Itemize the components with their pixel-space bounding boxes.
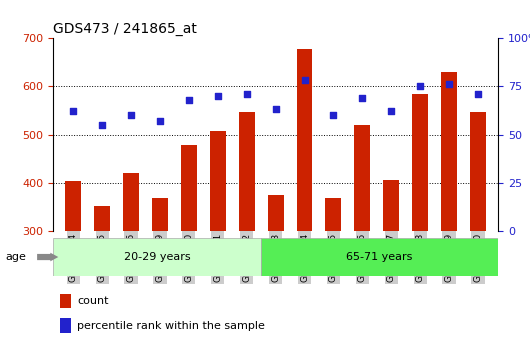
Bar: [210, 131, 226, 231]
Point: [242, 91, 251, 97]
Bar: [325, 198, 341, 231]
Bar: [94, 206, 110, 231]
Bar: [65, 181, 81, 231]
Bar: [123, 173, 139, 231]
Bar: [152, 198, 168, 231]
Text: GDS473 / 241865_at: GDS473 / 241865_at: [53, 21, 197, 36]
Text: age: age: [5, 252, 26, 262]
Text: 65-71 years: 65-71 years: [346, 252, 413, 262]
Bar: [268, 195, 284, 231]
Bar: [297, 49, 313, 231]
Point: [474, 91, 482, 97]
Point: [127, 112, 135, 118]
Point: [416, 83, 425, 89]
Bar: [53, 238, 261, 276]
Bar: [60, 294, 71, 308]
Bar: [181, 145, 197, 231]
Point: [445, 81, 453, 87]
Bar: [470, 112, 486, 231]
Bar: [383, 180, 399, 231]
Point: [301, 78, 309, 83]
Bar: [238, 112, 254, 231]
Point: [69, 109, 77, 114]
Bar: [60, 318, 71, 333]
Text: count: count: [77, 296, 109, 306]
Point: [184, 97, 193, 102]
Bar: [441, 72, 457, 231]
Text: 20-29 years: 20-29 years: [123, 252, 190, 262]
Bar: [261, 238, 498, 276]
Bar: [355, 125, 370, 231]
Point: [387, 109, 395, 114]
Point: [329, 112, 338, 118]
Point: [271, 107, 280, 112]
Point: [156, 118, 164, 124]
Point: [214, 93, 222, 99]
Bar: [412, 95, 428, 231]
Point: [358, 95, 367, 101]
Point: [98, 122, 107, 128]
Text: percentile rank within the sample: percentile rank within the sample: [77, 321, 266, 331]
